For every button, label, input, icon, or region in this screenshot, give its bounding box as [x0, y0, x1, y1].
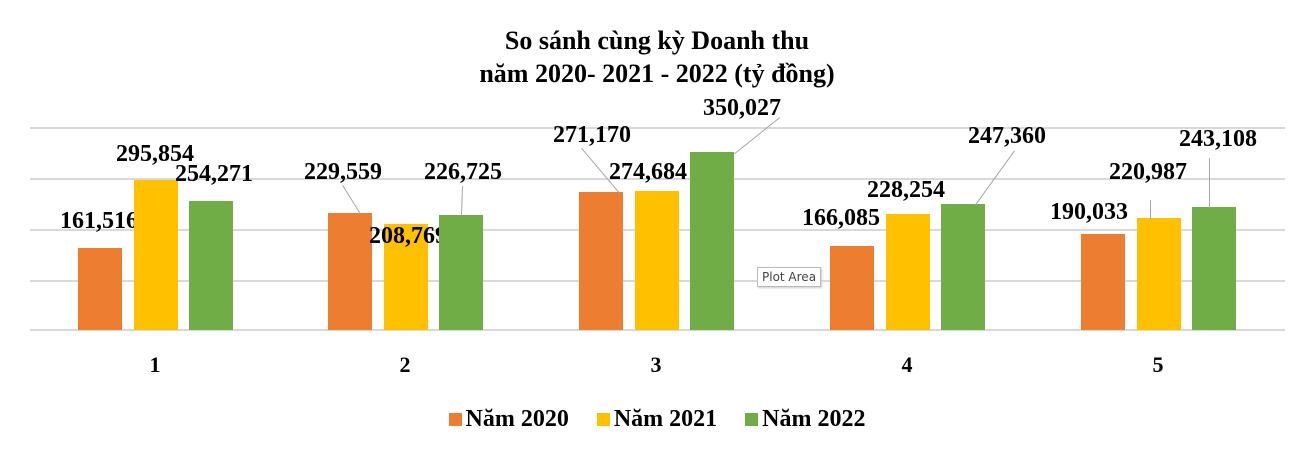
data-label: 166,085	[802, 205, 880, 231]
bar-năm-2021-cat-1[interactable]	[134, 179, 178, 330]
x-axis-tick-label: 1	[149, 352, 161, 377]
data-label: 190,033	[1050, 199, 1128, 225]
legend-swatch-icon	[745, 413, 759, 426]
data-label: 208,769	[369, 223, 447, 249]
data-label: 226,725	[424, 159, 502, 185]
chart-title-line-2: năm 2020- 2021 - 2022 (tỷ đồng)	[479, 59, 835, 88]
bar-năm-2020-cat-2[interactable]	[328, 213, 372, 330]
bar-năm-2022-cat-5[interactable]	[1192, 206, 1236, 330]
data-label: 274,684	[609, 159, 687, 185]
legend: Năm 2020 Năm 2021 Năm 2022	[0, 406, 1314, 433]
bar-năm-2021-cat-5[interactable]	[1137, 217, 1181, 330]
data-label: 254,271	[175, 161, 253, 187]
chart-title: So sánh cùng kỳ Doanh thu năm 2020- 2021…	[0, 24, 1314, 90]
data-label: 271,170	[553, 122, 631, 148]
plot-area[interactable]: 161,516 295,854 254,271 1 229,559 208,769 226,…	[30, 0, 1285, 457]
legend-label: Năm 2020	[465, 406, 569, 432]
data-label: 247,360	[968, 123, 1046, 149]
leader-line	[1150, 200, 1151, 219]
leader-line	[461, 185, 463, 215]
bar-năm-2020-cat-5[interactable]	[1081, 233, 1125, 330]
legend-item[interactable]: Năm 2020	[448, 406, 569, 433]
bar-năm-2021-cat-2[interactable]	[384, 224, 428, 330]
x-axis-tick-label: 5	[1152, 352, 1164, 377]
bar-năm-2020-cat-3[interactable]	[579, 192, 623, 330]
chart-title-line-1: So sánh cùng kỳ Doanh thu	[504, 26, 810, 55]
leader-line	[734, 117, 780, 154]
data-label: 161,516	[60, 208, 138, 234]
data-label: 220,987	[1109, 159, 1187, 185]
x-axis-baseline	[30, 329, 1285, 331]
legend-item[interactable]: Năm 2021	[596, 406, 718, 433]
leader-line	[342, 185, 361, 215]
legend-swatch-icon	[448, 413, 462, 426]
bar-năm-2021-cat-3[interactable]	[635, 190, 679, 330]
x-axis-tick-label: 2	[399, 352, 411, 377]
legend-swatch-icon	[596, 413, 610, 426]
x-axis-tick-label: 4	[901, 352, 913, 377]
bar-năm-2022-cat-3[interactable]	[690, 152, 734, 330]
data-label: 228,254	[867, 177, 945, 203]
bar-năm-2020-cat-1[interactable]	[78, 248, 122, 330]
bar-năm-2020-cat-4[interactable]	[830, 245, 874, 330]
legend-label: Năm 2022	[762, 406, 866, 432]
x-axis-tick-label: 3	[650, 352, 662, 377]
legend-label: Năm 2021	[613, 406, 718, 432]
bar-năm-2021-cat-4[interactable]	[886, 214, 930, 330]
data-label: 243,108	[1179, 126, 1257, 152]
data-label: 295,854	[116, 141, 194, 167]
bar-năm-2022-cat-1[interactable]	[189, 200, 233, 330]
gridline	[30, 127, 1285, 129]
data-label: 229,559	[304, 159, 382, 185]
leader-line	[1209, 158, 1210, 208]
legend-item[interactable]: Năm 2022	[745, 406, 865, 433]
bar-năm-2022-cat-4[interactable]	[941, 204, 985, 330]
gridline	[30, 178, 1285, 180]
data-label: 350,027	[703, 95, 781, 121]
plot-area-tooltip: Plot Area	[757, 267, 822, 287]
bar-năm-2022-cat-2[interactable]	[439, 214, 483, 330]
